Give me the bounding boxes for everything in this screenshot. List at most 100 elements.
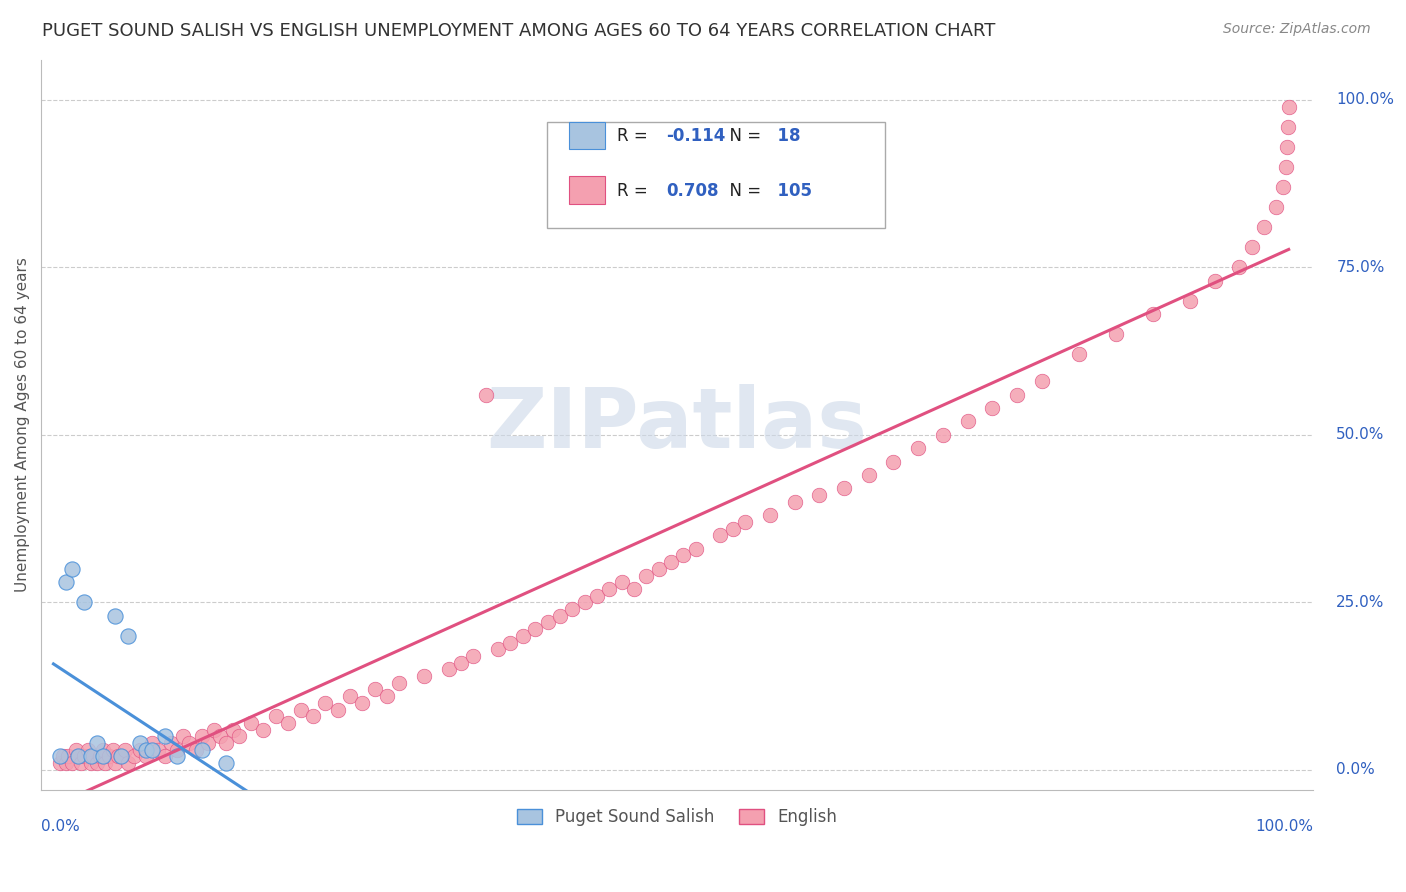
Text: 18: 18	[766, 128, 801, 145]
Point	[184, 742, 207, 756]
Text: R =: R =	[617, 182, 654, 200]
Point	[648, 562, 671, 576]
Point	[166, 749, 188, 764]
Point	[48, 749, 70, 764]
Text: R =: R =	[617, 128, 654, 145]
Point	[486, 642, 509, 657]
Point	[129, 742, 152, 756]
Text: N =: N =	[720, 182, 762, 200]
Point	[69, 756, 91, 771]
Point	[60, 756, 83, 771]
Point	[107, 749, 129, 764]
Point	[314, 696, 336, 710]
Point	[1253, 220, 1275, 235]
Point	[190, 742, 212, 756]
Text: N =: N =	[720, 128, 762, 145]
Text: PUGET SOUND SALISH VS ENGLISH UNEMPLOYMENT AMONG AGES 60 TO 64 YEARS CORRELATION: PUGET SOUND SALISH VS ENGLISH UNEMPLOYME…	[42, 22, 995, 40]
Point	[172, 729, 194, 743]
Point	[135, 749, 157, 764]
Point	[574, 595, 596, 609]
Point	[524, 622, 547, 636]
Point	[536, 615, 558, 630]
Point	[91, 749, 114, 764]
Point	[209, 729, 232, 743]
Point	[264, 709, 287, 723]
Point	[636, 568, 658, 582]
Point	[48, 756, 70, 771]
Point	[734, 515, 756, 529]
Point	[882, 455, 904, 469]
Point	[55, 575, 77, 590]
Point	[215, 756, 238, 771]
Point	[67, 749, 90, 764]
Point	[215, 736, 238, 750]
Point	[759, 508, 782, 523]
Point	[240, 715, 263, 730]
Point	[475, 387, 498, 401]
Point	[858, 468, 880, 483]
Point	[1275, 160, 1298, 174]
Point	[110, 749, 132, 764]
Point	[1227, 260, 1250, 275]
Point	[166, 742, 188, 756]
Text: 100.0%: 100.0%	[1256, 819, 1313, 834]
Point	[1277, 139, 1299, 153]
Point	[60, 562, 83, 576]
Point	[290, 702, 312, 716]
Point	[499, 635, 522, 649]
Point	[91, 742, 114, 756]
Text: 50.0%: 50.0%	[1336, 427, 1385, 442]
Point	[141, 742, 163, 756]
Point	[114, 742, 136, 756]
Point	[808, 488, 831, 502]
Point	[122, 749, 145, 764]
Point	[1204, 274, 1226, 288]
Point	[89, 749, 111, 764]
Point	[55, 756, 77, 771]
Point	[179, 736, 201, 750]
Point	[153, 749, 176, 764]
Point	[141, 736, 163, 750]
Point	[82, 749, 104, 764]
Point	[1067, 347, 1090, 361]
Point	[67, 749, 90, 764]
Point	[104, 608, 127, 623]
Point	[129, 736, 152, 750]
Point	[672, 549, 695, 563]
Point	[1178, 293, 1201, 308]
Point	[388, 675, 411, 690]
Point	[1277, 120, 1299, 134]
Point	[512, 629, 534, 643]
Point	[159, 736, 181, 750]
Point	[52, 749, 75, 764]
Text: 25.0%: 25.0%	[1336, 595, 1385, 610]
Legend: Puget Sound Salish, English: Puget Sound Salish, English	[510, 801, 845, 833]
Point	[932, 427, 955, 442]
Point	[721, 522, 744, 536]
Point	[1031, 374, 1053, 388]
Point	[685, 541, 707, 556]
Point	[326, 702, 349, 716]
Point	[956, 414, 979, 428]
Point	[548, 608, 571, 623]
Point	[783, 495, 806, 509]
Point	[77, 742, 100, 756]
Point	[832, 482, 855, 496]
Point	[561, 602, 583, 616]
Y-axis label: Unemployment Among Ages 60 to 64 years: Unemployment Among Ages 60 to 64 years	[15, 257, 30, 592]
Point	[352, 696, 374, 710]
Point	[117, 756, 139, 771]
Point	[110, 749, 132, 764]
Point	[104, 756, 127, 771]
Point	[981, 401, 1004, 415]
Point	[148, 742, 170, 756]
Point	[153, 729, 176, 743]
Point	[413, 669, 436, 683]
Point	[98, 749, 121, 764]
Point	[86, 756, 108, 771]
Text: 0.0%: 0.0%	[41, 819, 80, 834]
Point	[58, 749, 80, 764]
FancyBboxPatch shape	[547, 121, 884, 227]
Point	[190, 729, 212, 743]
Text: -0.114: -0.114	[666, 128, 725, 145]
